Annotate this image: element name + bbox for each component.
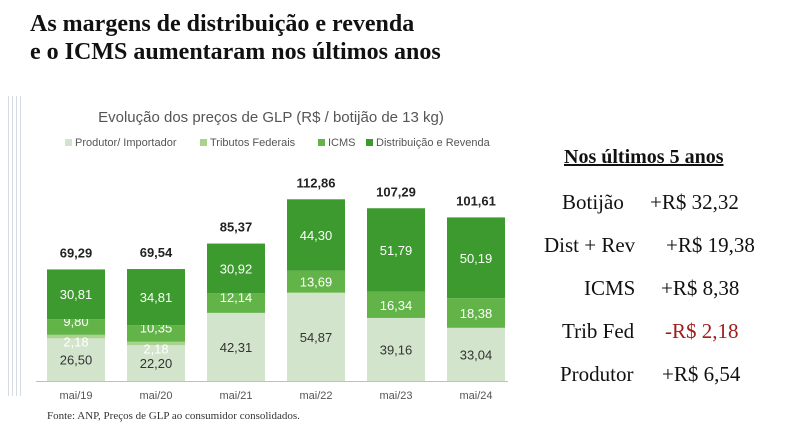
bar-segment [447,327,505,381]
summary-label: Dist + Rev [544,233,636,257]
bar-segment [207,293,265,313]
decorative-stripe [8,96,22,396]
category-label: mai/24 [459,390,492,402]
chart-title: Evolução dos preços de GLP (R$ / botijão… [98,109,444,126]
segment-value-label: 16,34 [380,298,413,313]
segment-value-label: 44,30 [300,228,333,243]
summary-row-trib-fed: Trib Fed -R$ 2,18 [520,319,800,349]
bar-segment [287,292,345,381]
legend-swatch [200,139,207,146]
bar-segment [367,317,425,381]
bar-segment [367,208,425,292]
segment-value-label: 30,92 [220,261,253,276]
headline-line-2: e o ICMS aumentaram nos últimos anos [30,39,441,65]
bar-segment [447,217,505,299]
legend-swatch [318,139,325,146]
bar-segment [127,341,185,346]
bar-segment [127,345,185,381]
segment-value-label: 51,79 [380,243,413,258]
summary-row-icms: ICMS +R$ 8,38 [520,276,800,306]
summary-value: +R$ 32,32 [650,190,739,214]
bar-segment [127,325,185,342]
bar-segment [207,312,265,381]
segment-value-label: 42,31 [220,340,253,355]
summary-label: Botijão [562,190,624,214]
summary-row-dist-rev: Dist + Rev +R$ 19,38 [520,233,800,263]
total-value-label: 112,86 [296,175,335,190]
bar-segment [47,269,105,320]
total-value-label: 85,37 [220,220,253,235]
bar-segment [287,199,345,271]
total-value-label: 69,29 [60,245,93,260]
category-label: mai/21 [219,390,252,402]
summary-label: ICMS [584,276,636,300]
segment-value-label: 13,69 [300,275,333,290]
summary-row-produtor: Produtor +R$ 6,54 [520,362,800,392]
bar-segment [127,269,185,326]
legend-label: Tributos Federais [210,137,296,149]
summary-label: Produtor [560,362,634,386]
legend-label: Produtor/ Importador [75,137,177,149]
category-label: mai/20 [139,390,172,402]
total-value-label: 101,61 [456,193,496,208]
segment-value-label: 33,04 [460,347,493,362]
segment-value-label: 34,81 [140,290,173,305]
legend-swatch [65,139,72,146]
summary-value: +R$ 8,38 [661,276,740,300]
bar-segment [367,291,425,318]
segment-value-label: 2,18 [63,335,88,350]
headline-line-1: As margens de distribuição e revenda [30,11,415,37]
bar-segment [47,338,105,381]
segment-value-label: 50,19 [460,251,493,266]
bar-segment [287,270,345,293]
category-label: mai/22 [299,390,332,402]
bar-segment [447,298,505,328]
bar-segment [47,319,105,335]
bar-segment [207,243,265,294]
summary-label: Trib Fed [562,319,635,343]
summary-value: +R$ 6,54 [662,362,741,386]
legend-swatch [366,139,373,146]
summary-title: Nos últimos 5 anos [564,146,724,168]
total-value-label: 107,29 [376,184,416,199]
legend-label: ICMS [328,137,356,149]
segment-value-label: 22,20 [140,356,173,371]
legend-label: Distribuição e Revenda [376,137,491,149]
segment-value-label: 2,18 [143,342,168,357]
summary-value-negative: -R$ 2,18 [665,319,739,343]
segment-value-label: 30,81 [60,287,93,302]
summary-row-botijao: Botijão +R$ 32,32 [520,190,800,220]
summary-value: +R$ 19,38 [666,233,755,257]
segment-value-label: 54,87 [300,330,333,345]
category-label: mai/23 [379,390,412,402]
category-label: mai/19 [59,390,92,402]
segment-value-label: 39,16 [380,342,413,357]
segment-value-label: 18,38 [460,306,493,321]
segment-value-label: 26,50 [60,353,93,368]
page-headline: As margens de distribuição e revenda e o… [30,10,550,66]
bar-segment [47,334,105,339]
total-value-label: 69,54 [140,245,173,260]
segment-value-label: 12,14 [220,290,253,305]
source-note: Fonte: ANP, Preços de GLP ao consumidor … [47,410,300,422]
